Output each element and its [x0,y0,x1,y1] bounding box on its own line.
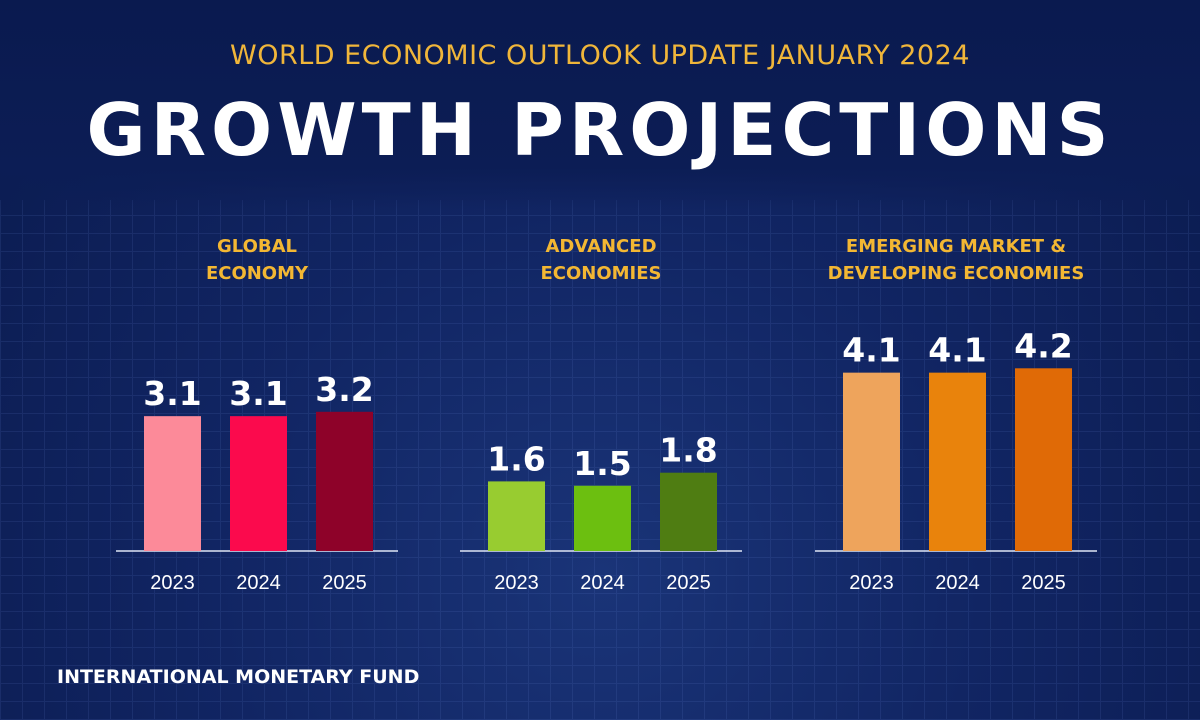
subtitle: WORLD ECONOMIC OUTLOOK UPDATE JANUARY 20… [230,40,970,71]
panel-title: GLOBAL [217,236,297,257]
bar [316,411,373,551]
tick-label: 2025 [322,572,367,594]
bar [843,372,900,551]
tick-label: 2023 [494,572,539,594]
panel-title: ECONOMIES [540,263,661,284]
bar [660,472,717,551]
data-label: 3.2 [315,370,373,409]
tick-label: 2024 [580,572,625,594]
chart-panel: EMERGING MARKET & DEVELOPING ECONOMIES 4.1… [815,236,1097,594]
data-label: 1.5 [573,444,631,483]
tick-label: 2023 [849,572,894,594]
chart-panel: ADVANCED ECONOMIES 1.6 2023 1.5 2024 1.8 2025 [460,236,742,594]
data-label: 4.1 [842,331,900,370]
tick-label: 2024 [935,572,980,594]
data-label: 1.8 [659,431,717,470]
tick-label: 2025 [666,572,711,594]
bar [1015,368,1072,551]
panel-title: ADVANCED [545,236,656,257]
tick-label: 2024 [236,572,281,594]
panel-title: DEVELOPING ECONOMIES [828,263,1085,284]
footer-organization: INTERNATIONAL MONETARY FUND [57,666,420,688]
bar [488,481,545,551]
bar [929,372,986,551]
data-label: 3.1 [229,374,287,413]
data-label: 4.1 [928,331,986,370]
header-band [0,0,1200,210]
panel-title: ECONOMY [206,263,309,284]
page-title: GROWTH PROJECTIONS [86,88,1114,172]
data-label: 4.2 [1014,326,1072,365]
tick-label: 2025 [1021,572,1066,594]
bar [574,485,631,551]
bar [230,416,287,551]
panel-title: EMERGING MARKET & [846,236,1066,257]
data-label: 3.1 [143,374,201,413]
bar [144,416,201,551]
data-label: 1.6 [487,439,545,478]
tick-label: 2023 [150,572,195,594]
chart-panel: GLOBAL ECONOMY 3.1 2023 3.1 2024 3.2 2025 [116,236,398,594]
